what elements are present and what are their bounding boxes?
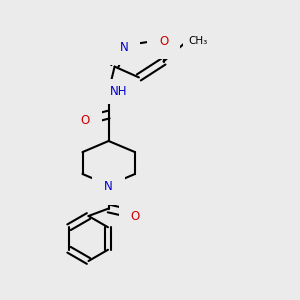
Text: NH: NH bbox=[110, 85, 128, 98]
Text: N: N bbox=[104, 180, 113, 193]
Text: O: O bbox=[81, 114, 90, 127]
Text: CH₃: CH₃ bbox=[188, 36, 207, 46]
Text: N: N bbox=[119, 40, 128, 54]
Text: O: O bbox=[130, 209, 140, 223]
Text: O: O bbox=[159, 34, 168, 48]
